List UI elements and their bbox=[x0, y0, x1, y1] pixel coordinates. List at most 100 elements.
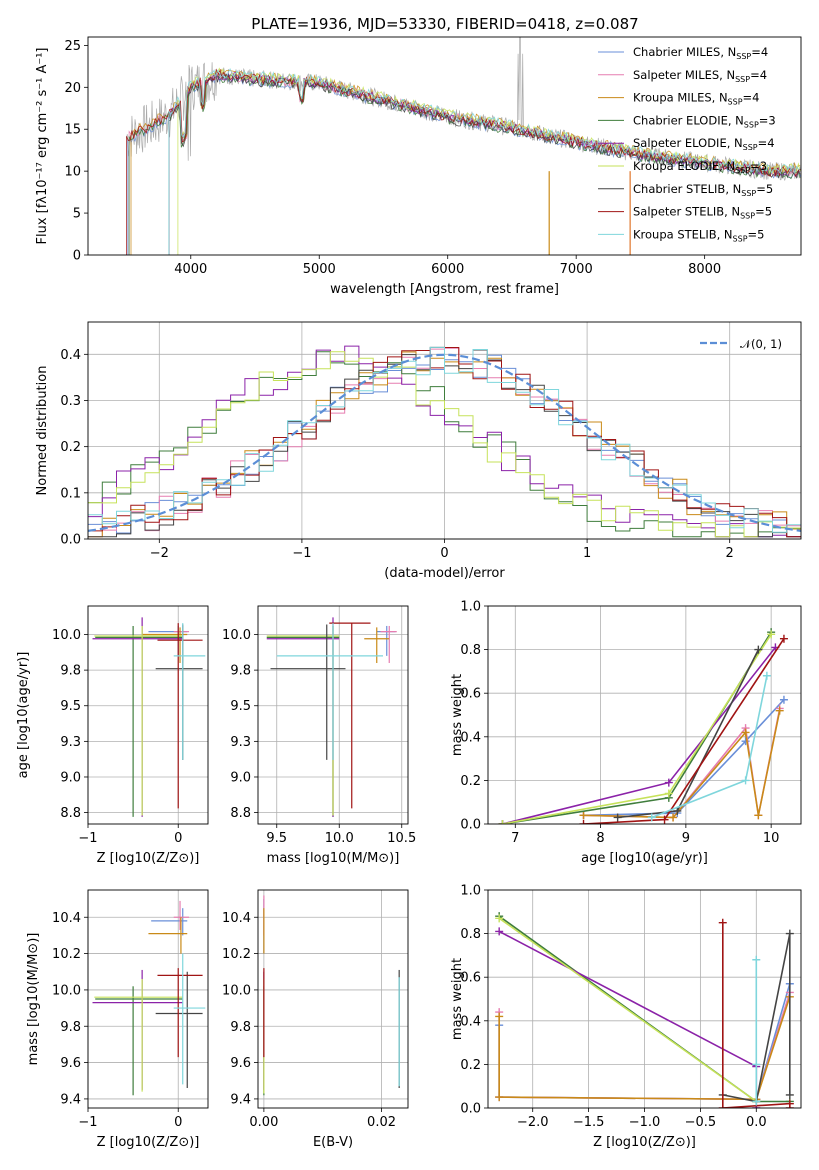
tick-label-y: 10 bbox=[64, 165, 81, 180]
tick-label-y: 10.0 bbox=[222, 983, 251, 998]
tick-label-x: −2.0 bbox=[517, 1115, 549, 1130]
axis-label-x: mass [log10(M/M⊙)] bbox=[267, 851, 400, 866]
legend-subscript: SSP bbox=[735, 75, 750, 84]
legend-label-5: Kroupa ELODIE, NSSP=3 bbox=[633, 159, 767, 175]
axes-frame bbox=[487, 605, 802, 825]
legend-subscript: SSP bbox=[740, 212, 755, 221]
tick-label-y: 9.3 bbox=[60, 735, 81, 750]
weight-marker bbox=[767, 630, 776, 639]
weight-marker bbox=[579, 820, 588, 824]
weight-line-2 bbox=[498, 996, 791, 1101]
tick-label-x: 0.00 bbox=[249, 1115, 278, 1130]
tick-label-y: 0.8 bbox=[460, 927, 481, 942]
tick-label-y: 5 bbox=[73, 207, 81, 222]
weight-line-4 bbox=[502, 646, 777, 824]
weight-line-3 bbox=[502, 631, 772, 824]
legend-value: =4 bbox=[750, 68, 767, 82]
weight-marker bbox=[775, 706, 784, 715]
tick-label-y: 10.2 bbox=[222, 947, 251, 962]
tick-label-y: 0.8 bbox=[460, 643, 481, 658]
weight-line-6 bbox=[722, 933, 791, 1103]
weight-marker bbox=[785, 929, 794, 938]
tick-label-y: 0.6 bbox=[460, 971, 481, 986]
tick-label-x: 0 bbox=[440, 546, 448, 561]
weight-marker bbox=[762, 671, 771, 680]
legend-label-1: Salpeter MILES, NSSP=4 bbox=[633, 68, 767, 84]
tick-label-y: 9.8 bbox=[230, 1020, 251, 1035]
legend-label-8: Kroupa STELIB, NSSP=5 bbox=[633, 227, 764, 243]
legend-label-0: Chabrier MILES, NSSP=4 bbox=[633, 45, 768, 61]
tick-label-y: 9.4 bbox=[60, 1092, 81, 1107]
tick-label-x: −1.5 bbox=[573, 1115, 605, 1130]
weight-marker bbox=[673, 806, 682, 815]
tick-label-x: 8 bbox=[596, 831, 604, 846]
legend-value: =4 bbox=[758, 136, 775, 150]
tick-label-x: 0 bbox=[174, 831, 182, 846]
axis-label-y: age [log10(age/yr)] bbox=[16, 652, 31, 779]
weight-marker bbox=[718, 1104, 727, 1108]
tick-label-y: 0.4 bbox=[460, 1014, 481, 1029]
tick-label-y: 10.4 bbox=[222, 911, 251, 926]
figure-title: PLATE=1936, MJD=53330, FIBERID=0418, z=0… bbox=[251, 15, 638, 33]
panel-spectrum: 4000 5000 6000 7000 8000 0 5 10 15 20 25 wavelength… bbox=[35, 36, 802, 297]
axes-frame bbox=[87, 321, 802, 540]
axes-frame bbox=[87, 889, 209, 1109]
axis-label-x: age [log10(age/yr)] bbox=[581, 851, 708, 866]
tick-label-y: 0.3 bbox=[60, 394, 81, 409]
tick-label-y: 8.8 bbox=[230, 806, 251, 821]
tick-label-y: 9.5 bbox=[230, 699, 251, 714]
plot-area-weight-age bbox=[498, 628, 788, 824]
tick-label-y: 9.6 bbox=[230, 1056, 251, 1071]
legend-subscript: SSP bbox=[743, 143, 758, 152]
tick-label-y: 9.8 bbox=[230, 664, 251, 679]
tick-label-y: 10.0 bbox=[222, 628, 251, 643]
tick-label-x: 10.0 bbox=[325, 831, 354, 846]
weight-marker bbox=[752, 955, 761, 964]
axis-label-x: wavelength [Angstrom, rest frame] bbox=[330, 282, 559, 297]
legend-value: =4 bbox=[751, 45, 768, 59]
tick-label-y: 10.4 bbox=[52, 911, 81, 926]
plot-area-age-mass bbox=[266, 617, 397, 817]
weight-marker bbox=[495, 927, 504, 936]
tick-label-y: 0.0 bbox=[460, 1102, 481, 1117]
weight-marker bbox=[752, 1097, 761, 1106]
tick-label-y: 20 bbox=[64, 81, 81, 96]
weight-marker bbox=[664, 789, 673, 798]
weight-marker bbox=[647, 813, 656, 822]
tick-label-y: 9.8 bbox=[60, 664, 81, 679]
legend-value: =5 bbox=[755, 205, 772, 219]
axes-frame bbox=[257, 889, 409, 1109]
axis-label-x: E(B-V) bbox=[313, 1135, 353, 1150]
tick-label-y: 0.1 bbox=[60, 486, 81, 501]
legend-subscript: SSP bbox=[736, 52, 751, 61]
tick-label-x: 7000 bbox=[560, 262, 593, 277]
weight-marker bbox=[785, 1104, 794, 1108]
weight-marker bbox=[718, 918, 727, 927]
legend-label-normal: 𝒩(0, 1) bbox=[740, 337, 782, 351]
tick-label-y: 0.6 bbox=[460, 687, 481, 702]
weight-marker bbox=[495, 1093, 504, 1102]
weight-marker bbox=[779, 634, 788, 643]
legend-value: =3 bbox=[750, 159, 767, 173]
panel-weight-Z: −2.0 −1.5 −1.0 −0.5 0.0 0.0 0.2 0.4 0.6 0.8 1.0 Z [… bbox=[450, 884, 802, 1150]
weight-line-5 bbox=[502, 633, 772, 824]
tick-label-y: 9.5 bbox=[60, 699, 81, 714]
axis-label-y: mass [log10(M/M⊙)] bbox=[26, 933, 41, 1066]
tick-label-y: 9.3 bbox=[230, 735, 251, 750]
tick-label-y: 10.0 bbox=[52, 628, 81, 643]
axes-frame bbox=[487, 889, 802, 1109]
tick-label-y: 0.2 bbox=[60, 440, 81, 455]
tick-label-y: 1.0 bbox=[460, 884, 481, 899]
weight-marker bbox=[785, 1090, 794, 1099]
tick-label-x: −1.0 bbox=[629, 1115, 661, 1130]
weight-marker bbox=[613, 813, 622, 822]
weight-marker bbox=[752, 1060, 761, 1069]
tick-label-y: 0.2 bbox=[460, 1058, 481, 1073]
axes-frame bbox=[87, 605, 209, 825]
axis-label-x: Z [log10(Z/Z⊙)] bbox=[593, 1135, 696, 1150]
weight-marker bbox=[741, 776, 750, 785]
legend-value: =3 bbox=[759, 113, 776, 127]
tick-label-y: 0.0 bbox=[460, 818, 481, 833]
axis-label-y: Flux [fλ10⁻¹⁷ erg cm⁻² s⁻¹ A⁻¹] bbox=[35, 48, 50, 245]
legend-subscript: SSP bbox=[728, 98, 743, 107]
